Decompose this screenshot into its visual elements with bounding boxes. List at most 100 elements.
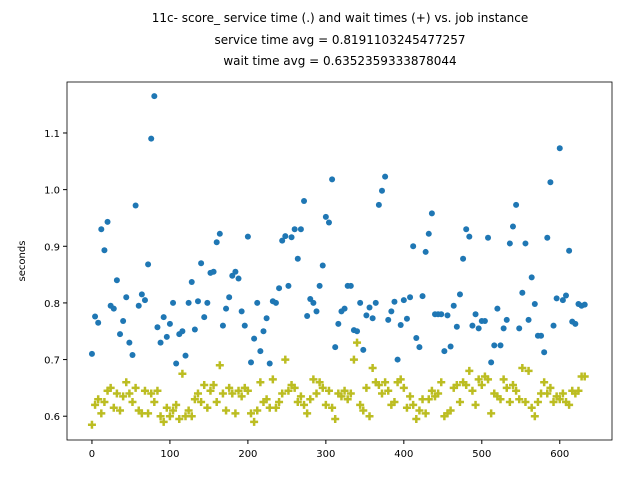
dot-marker — [538, 332, 545, 339]
dot-marker — [360, 346, 367, 353]
dot-marker — [129, 352, 136, 359]
dot-marker — [481, 318, 488, 325]
y-tick-label: 0.7 — [44, 356, 60, 367]
plus-marker — [206, 386, 215, 395]
dot-marker — [513, 201, 520, 208]
dot-marker — [310, 299, 317, 306]
dot-marker — [191, 326, 198, 333]
dot-marker — [248, 359, 255, 366]
dot-marker — [204, 299, 211, 306]
plus-marker — [399, 383, 408, 392]
dot-marker — [276, 285, 283, 292]
dot-marker — [460, 255, 467, 262]
plus-marker — [424, 395, 433, 404]
plus-marker — [524, 366, 533, 375]
plus-marker — [546, 383, 555, 392]
dot-marker — [475, 325, 482, 332]
dot-marker — [117, 331, 124, 338]
plus-marker — [502, 383, 511, 392]
dot-marker — [257, 348, 264, 355]
plus-marker — [515, 395, 524, 404]
plus-marker — [128, 398, 137, 407]
dot-marker — [126, 339, 133, 346]
dot-marker — [491, 342, 498, 349]
plus-marker — [508, 381, 517, 390]
dot-marker — [466, 233, 473, 240]
plus-marker — [122, 378, 131, 387]
plus-marker — [209, 381, 218, 390]
dot-marker — [403, 315, 410, 322]
plus-marker — [402, 403, 411, 412]
plus-marker — [150, 398, 159, 407]
plus-marker — [315, 378, 324, 387]
dot-marker — [329, 176, 336, 183]
dot-marker — [485, 234, 492, 241]
plus-marker — [281, 355, 290, 364]
plus-marker — [374, 381, 383, 390]
dot-marker — [422, 248, 429, 255]
plus-marker — [228, 389, 237, 398]
plus-marker — [343, 395, 352, 404]
plus-marker — [243, 386, 252, 395]
x-tick-label: 400 — [394, 449, 413, 460]
plus-marker — [212, 398, 221, 407]
plus-marker — [225, 383, 234, 392]
plus-marker — [533, 398, 542, 407]
plus-marker — [215, 361, 224, 370]
dot-marker — [428, 210, 435, 217]
plus-marker — [465, 366, 474, 375]
dot-marker — [297, 226, 304, 233]
plus-marker — [262, 395, 271, 404]
dot-marker — [357, 299, 364, 306]
dot-marker — [503, 316, 510, 323]
plus-marker — [156, 412, 165, 421]
plus-marker — [271, 403, 280, 412]
dot-marker — [98, 226, 105, 233]
plus-marker — [349, 355, 358, 364]
dot-marker — [572, 320, 579, 327]
y-tick-label: 0.9 — [44, 242, 60, 253]
plus-marker — [384, 386, 393, 395]
dot-marker — [194, 298, 201, 305]
dot-marker — [363, 312, 370, 319]
plus-marker — [187, 412, 196, 421]
plus-marker — [165, 412, 174, 421]
dot-marker — [332, 344, 339, 351]
dot-marker — [157, 339, 164, 346]
plus-marker — [574, 386, 583, 395]
dot-marker — [325, 219, 332, 226]
plus-marker — [290, 383, 299, 392]
dot-marker — [185, 299, 192, 306]
dot-marker — [285, 282, 292, 289]
dot-marker — [316, 282, 323, 289]
plus-marker — [580, 372, 589, 381]
plus-marker — [109, 403, 118, 412]
dot-marker — [400, 297, 407, 304]
dot-marker — [354, 328, 361, 335]
dot-marker — [279, 237, 286, 244]
plus-marker — [337, 392, 346, 401]
plus-marker — [549, 398, 558, 407]
plus-marker — [306, 395, 315, 404]
plus-marker — [477, 381, 486, 390]
dot-marker — [322, 213, 329, 220]
plus-marker — [412, 415, 421, 424]
dot-marker — [138, 291, 145, 298]
dot-marker — [456, 291, 463, 298]
plus-marker — [284, 386, 293, 395]
dot-marker — [113, 277, 120, 284]
dot-marker — [244, 233, 251, 240]
plus-marker — [565, 400, 574, 409]
dot-marker — [266, 360, 273, 367]
plot-frame — [66, 81, 613, 441]
dot-marker — [251, 335, 258, 342]
dot-marker — [145, 261, 152, 268]
plus-marker — [474, 375, 483, 384]
plus-marker — [106, 383, 115, 392]
plus-marker — [303, 409, 312, 418]
dot-marker — [388, 308, 395, 315]
plus-marker — [119, 392, 128, 401]
dot-marker — [141, 297, 148, 304]
plus-marker — [94, 395, 103, 404]
plus-marker — [112, 389, 121, 398]
